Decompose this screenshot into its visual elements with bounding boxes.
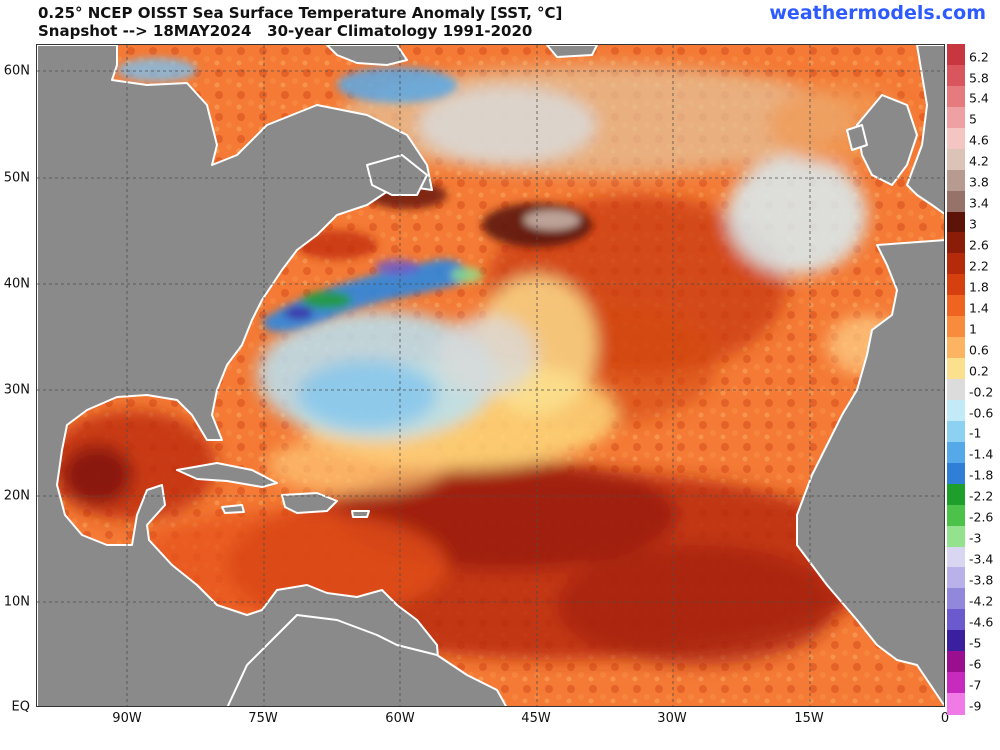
colorbar-tick-label: -1.8 xyxy=(969,467,994,483)
colorbar-segment xyxy=(947,504,965,527)
lat-label-30n: 30N xyxy=(3,382,30,398)
lat-label-20n: 20N xyxy=(3,488,30,504)
colorbar-segment xyxy=(947,253,965,275)
colorbar-tick-label: 5 xyxy=(969,111,977,127)
colorbar-segment xyxy=(947,441,965,464)
colorbar xyxy=(947,44,965,715)
colorbar-tick-label: -4.6 xyxy=(969,614,994,630)
colorbar-segment xyxy=(947,693,965,715)
lon-label-60w: 60W xyxy=(385,711,415,726)
colorbar-tick-label: -2.6 xyxy=(969,509,994,525)
colorbar-segment xyxy=(947,316,965,338)
colorbar-tick-label: 2.6 xyxy=(969,237,989,253)
map-canvas xyxy=(37,45,944,706)
colorbar-tick-label: -2.2 xyxy=(969,488,994,504)
colorbar-segment xyxy=(947,44,965,66)
lat-label-eq: EQ xyxy=(11,699,30,715)
lon-label-90w: 90W xyxy=(112,711,142,726)
colorbar-segment xyxy=(947,295,965,317)
colorbar-segment xyxy=(947,148,965,171)
colorbar-segment xyxy=(947,588,965,610)
colorbar-tick-label: 0.6 xyxy=(969,342,989,358)
colorbar-tick-label: -4.2 xyxy=(969,593,994,609)
colorbar-segment xyxy=(947,85,965,108)
colorbar-tick-label: 1.8 xyxy=(969,279,989,295)
colorbar-tick-label: -7 xyxy=(969,677,982,693)
lon-label-0: 0 xyxy=(940,711,950,726)
colorbar-tick-label: -3 xyxy=(969,530,982,546)
colorbar-segment xyxy=(947,630,965,652)
colorbar-tick-label: 5.8 xyxy=(969,70,989,85)
map-title: 0.25° NCEP OISST Sea Surface Temperature… xyxy=(38,4,563,22)
colorbar-segment xyxy=(947,546,965,568)
lon-label-75w: 75W xyxy=(248,711,278,726)
brand-label[interactable]: weathermodels.com xyxy=(769,2,986,24)
lat-label-50n: 50N xyxy=(3,170,30,186)
colorbar-tick-label: -5 xyxy=(969,635,982,651)
lon-label-15w: 15W xyxy=(794,711,824,726)
colorbar-segment xyxy=(947,462,965,485)
colorbar-tick-label: -0.6 xyxy=(969,405,994,420)
sst-anomaly-map[interactable] xyxy=(36,44,945,707)
colorbar-tick-label: 1.4 xyxy=(969,300,989,316)
colorbar-tick-label: 2.2 xyxy=(969,258,989,274)
colorbar-tick-label: -1 xyxy=(969,425,982,441)
colorbar-segment xyxy=(947,190,965,212)
colorbar-segment xyxy=(947,274,965,296)
colorbar-tick-label: -6 xyxy=(969,656,982,672)
map-grid xyxy=(37,45,944,706)
colorbar-tick-label: 3 xyxy=(969,216,977,232)
lon-label-30w: 30W xyxy=(657,711,687,726)
colorbar-tick-label: 1 xyxy=(969,321,977,337)
lat-label-40n: 40N xyxy=(3,276,30,292)
colorbar-tick-label: -3.4 xyxy=(969,551,994,567)
colorbar-tick-label: 3.8 xyxy=(969,174,989,190)
lon-label-45w: 45W xyxy=(521,711,551,726)
colorbar-segment xyxy=(947,169,965,192)
colorbar-segment xyxy=(947,399,965,422)
colorbar-segment xyxy=(947,483,965,506)
lat-label-60n: 60N xyxy=(3,63,30,79)
colorbar-segment xyxy=(947,672,965,694)
title-block: 0.25° NCEP OISST Sea Surface Temperature… xyxy=(38,4,562,40)
land-masses xyxy=(37,45,944,706)
colorbar-tick-label: 0.2 xyxy=(969,363,989,379)
colorbar-segment xyxy=(947,211,965,233)
map-subtitle: Snapshot --> 18MAY2024 30-year Climatolo… xyxy=(38,22,533,40)
colorbar-segment xyxy=(947,127,965,150)
colorbar-segment xyxy=(947,232,965,254)
colorbar-segment xyxy=(947,337,965,359)
colorbar-segment xyxy=(947,609,965,631)
lat-label-10n: 10N xyxy=(3,594,30,610)
colorbar-tick-label: -9 xyxy=(969,698,982,714)
colorbar-segment xyxy=(947,379,965,401)
colorbar-tick-label: 5.4 xyxy=(969,90,989,106)
colorbar-segment xyxy=(947,525,965,547)
colorbar-segment xyxy=(947,358,965,380)
colorbar-segment xyxy=(947,420,965,443)
colorbar-tick-label: -3.8 xyxy=(969,572,994,588)
colorbar-tick-label: 4.2 xyxy=(969,153,989,169)
colorbar-segment xyxy=(947,651,965,673)
colorbar-tick-label: 4.6 xyxy=(969,132,989,148)
colorbar-segment xyxy=(947,64,965,87)
colorbar-tick-label: -0.2 xyxy=(969,384,994,400)
colorbar-segment xyxy=(947,106,965,129)
colorbar-tick-label: -1.4 xyxy=(969,446,994,462)
colorbar-tick-label: 6.2 xyxy=(969,49,989,65)
colorbar-segment xyxy=(947,567,965,589)
colorbar-tick-label: 3.4 xyxy=(969,195,989,211)
